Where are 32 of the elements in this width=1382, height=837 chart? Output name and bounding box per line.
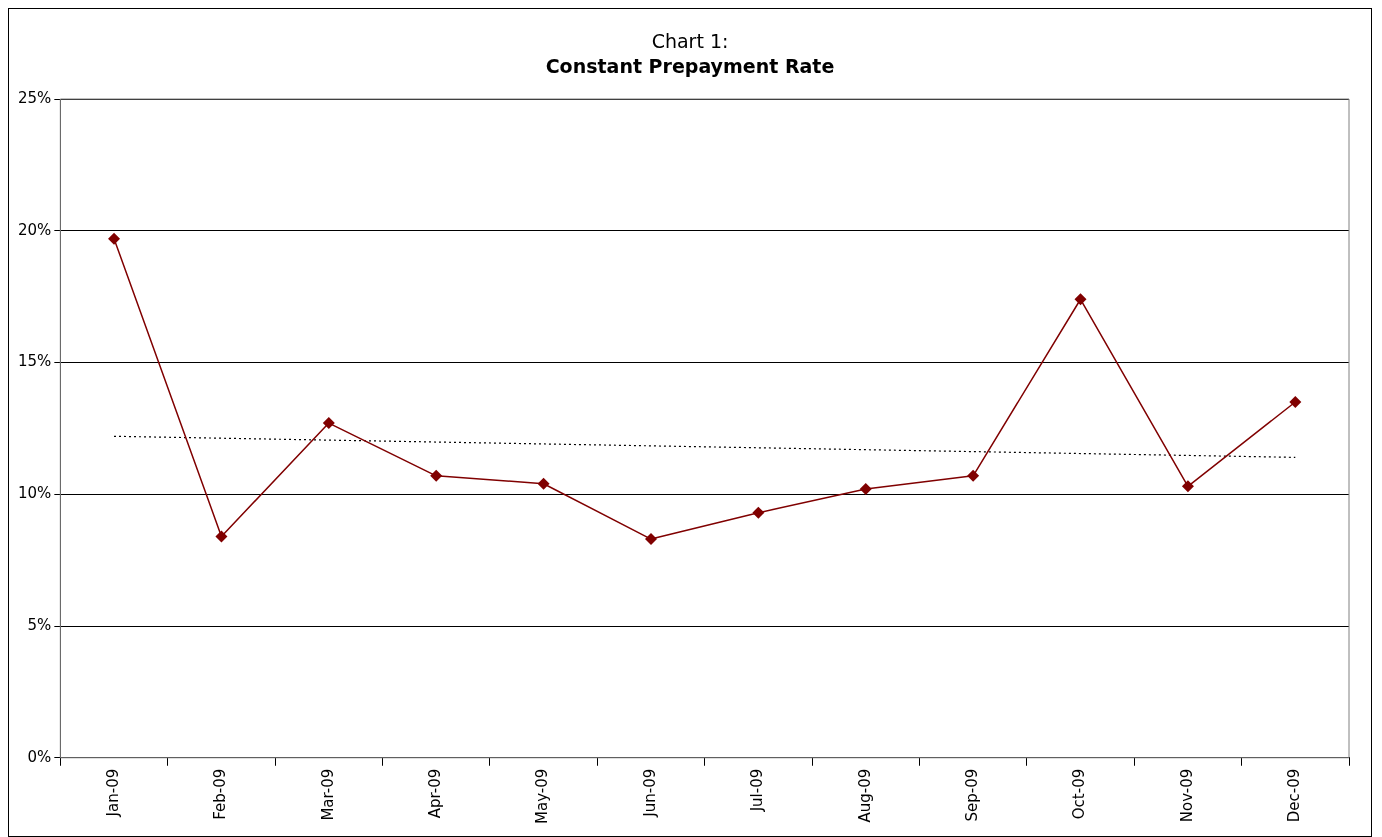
x-tick-label: Jun-09 bbox=[640, 768, 659, 818]
y-tick-label: 15% bbox=[18, 352, 52, 371]
x-tick-label: Oct-09 bbox=[1070, 768, 1089, 820]
point bbox=[537, 477, 550, 490]
point bbox=[108, 232, 121, 245]
y-tick-label: 10% bbox=[18, 484, 52, 503]
point bbox=[322, 417, 335, 430]
x-tick-label: Aug-09 bbox=[855, 768, 874, 823]
point bbox=[215, 530, 228, 543]
x-tick-label: Apr-09 bbox=[426, 768, 445, 819]
y-tick-label: 20% bbox=[18, 220, 52, 239]
point bbox=[1181, 480, 1194, 493]
y-tick-label: 0% bbox=[27, 747, 52, 766]
point bbox=[967, 469, 980, 482]
x-tick-label: Nov-09 bbox=[1177, 768, 1196, 823]
x-tick-label: Jan-09 bbox=[103, 768, 122, 818]
x-tick-label: Mar-09 bbox=[318, 768, 337, 821]
x-tick-label: Sep-09 bbox=[963, 768, 982, 822]
point bbox=[1289, 396, 1302, 409]
y-tick-label: 25% bbox=[18, 88, 52, 107]
x-tick-label: Jul-09 bbox=[748, 768, 767, 813]
chart-title: Chart 1: bbox=[650, 29, 730, 54]
x-tick-label: May-09 bbox=[533, 768, 552, 824]
chart-subtitle: Constant Prepayment Rate bbox=[544, 54, 836, 79]
y-tick-label: 5% bbox=[27, 615, 52, 634]
point bbox=[752, 506, 765, 519]
point bbox=[644, 533, 657, 546]
point bbox=[1074, 293, 1087, 306]
point bbox=[430, 469, 443, 482]
x-tick-label: Feb-09 bbox=[211, 768, 230, 820]
x-tick-label: Dec-09 bbox=[1285, 768, 1304, 823]
point bbox=[859, 482, 872, 495]
